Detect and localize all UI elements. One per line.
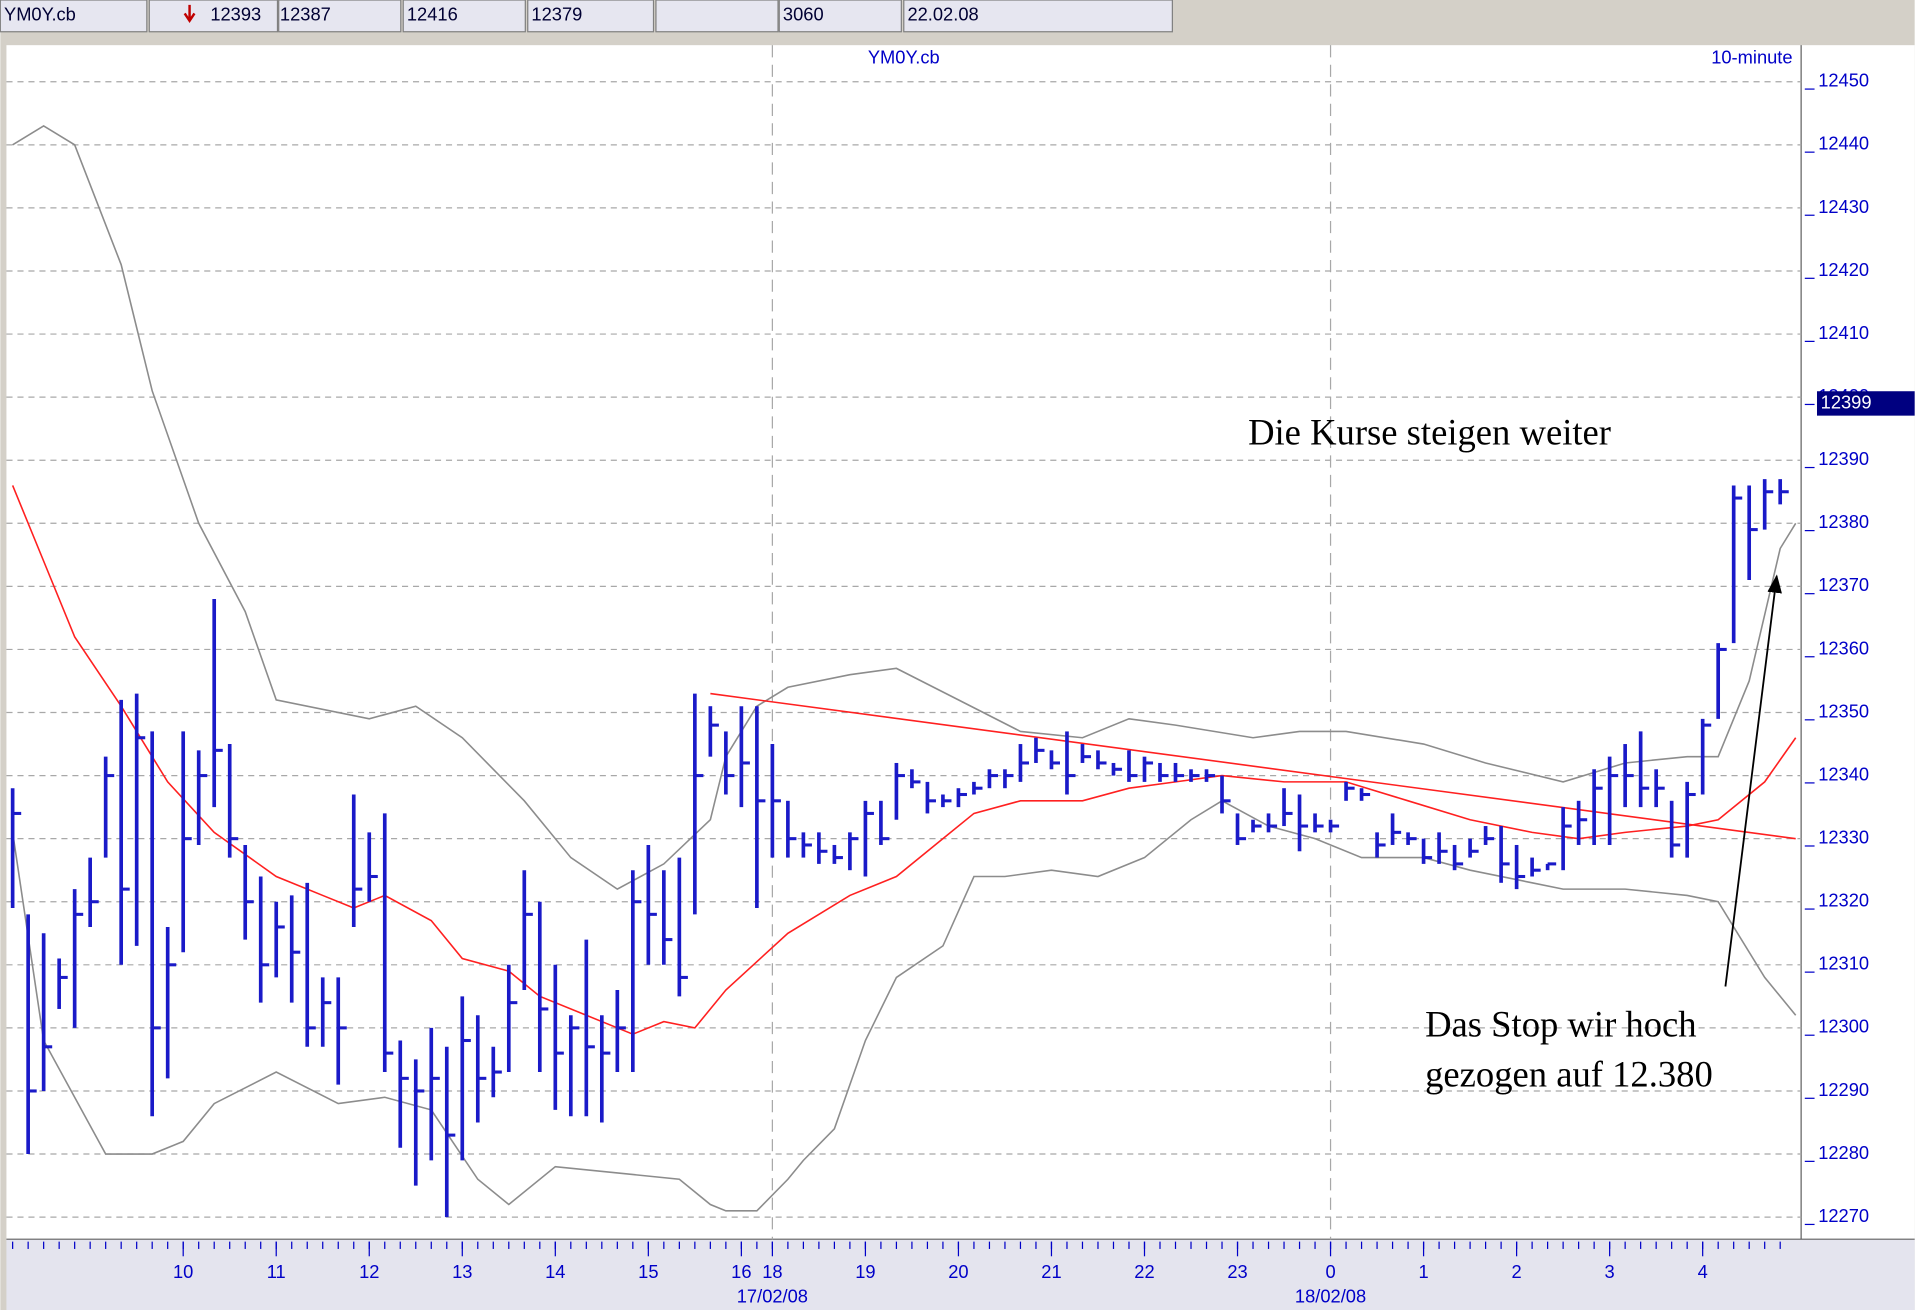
toolbar-cell — [903, 0, 1173, 33]
toolbar-cell — [527, 0, 655, 33]
x-tick-label: 2 — [1512, 1261, 1522, 1282]
overlay-line — [11, 799, 1797, 1212]
overlay-line — [710, 692, 1796, 840]
annotation: Das Stop wir hoch — [1425, 1003, 1697, 1044]
x-tick-label: 23 — [1227, 1261, 1247, 1282]
x-tick-label: 21 — [1041, 1261, 1061, 1282]
toolbar-symbol: YM0Y.cb — [4, 4, 76, 25]
x-tick-label: 20 — [948, 1261, 968, 1282]
y-tick-label: 12440 — [1818, 133, 1869, 154]
toolbar-field: 12379 — [531, 4, 582, 25]
chart-title: YM0Y.cb — [868, 46, 940, 67]
y-tick-label: 12320 — [1818, 890, 1869, 911]
y-tick-label: 12340 — [1818, 763, 1869, 784]
date-label: 18/02/08 — [1295, 1286, 1366, 1307]
x-tick-label: 18 — [762, 1261, 782, 1282]
y-tick-label: 12360 — [1818, 637, 1869, 658]
y-tick-label: 12420 — [1818, 259, 1869, 280]
annotation: Die Kurse steigen weiter — [1248, 411, 1611, 452]
x-tick-label: 22 — [1134, 1261, 1154, 1282]
y-tick-label: 12350 — [1818, 700, 1869, 721]
x-tick-label: 12 — [359, 1261, 379, 1282]
toolbar-field: 12416 — [407, 4, 458, 25]
y-tick-label: 12290 — [1818, 1079, 1869, 1100]
toolbar-field: 12393 — [210, 4, 261, 25]
x-tick-label: 10 — [173, 1261, 193, 1282]
y-tick-label: 12330 — [1818, 827, 1869, 848]
chart-subtitle: 10-minute — [1711, 46, 1792, 67]
down-arrow-icon — [183, 4, 196, 23]
overlay-line — [12, 124, 1797, 891]
toolbar-cell — [148, 0, 279, 33]
toolbar: YM0Y.cb 12393 12387 12416 12379 3060 22.… — [0, 0, 1173, 33]
overlay-line — [11, 485, 1797, 1036]
y-tick-label: 12310 — [1818, 953, 1869, 974]
toolbar-cell — [278, 0, 402, 33]
last-price-label: 12399 — [1821, 391, 1872, 412]
x-tick-label: 4 — [1698, 1261, 1708, 1282]
y-tick-label: 12450 — [1818, 70, 1869, 91]
toolbar-field: 12387 — [280, 4, 331, 25]
x-tick-label: 3 — [1605, 1261, 1615, 1282]
y-tick-label: 12270 — [1818, 1205, 1869, 1226]
x-tick-label: 11 — [267, 1261, 286, 1282]
toolbar-cell — [0, 0, 148, 33]
marks: 1227012280122901230012310123201233012340… — [6, 45, 1915, 1307]
date-label: 17/02/08 — [737, 1286, 808, 1307]
y-tick-label: 12390 — [1818, 448, 1869, 469]
y-tick-label: 12370 — [1818, 574, 1869, 595]
x-tick-label: 13 — [452, 1261, 472, 1282]
toolbar-field: 3060 — [783, 4, 824, 25]
toolbar-cell — [402, 0, 526, 33]
x-tick-label: 1 — [1418, 1261, 1428, 1282]
x-tick-label: 15 — [638, 1261, 658, 1282]
x-tick-label: 19 — [855, 1261, 875, 1282]
x-tick-label: 0 — [1325, 1261, 1335, 1282]
x-tick-label: 16 — [731, 1261, 751, 1282]
toolbar-cell — [655, 0, 779, 33]
annotation: gezogen auf 12.380 — [1425, 1053, 1713, 1094]
y-tick-label: 12410 — [1818, 322, 1869, 343]
y-tick-label: 12380 — [1818, 511, 1869, 532]
y-tick-label: 12280 — [1818, 1142, 1869, 1163]
y-tick-label: 12300 — [1818, 1016, 1869, 1037]
annotation-arrow — [1724, 574, 1782, 987]
y-tick-label: 12430 — [1818, 196, 1869, 217]
last-price-tag — [1816, 391, 1915, 416]
toolbar-cell — [778, 0, 902, 33]
x-axis-area — [6, 1239, 1915, 1310]
toolbar-field: 22.02.08 — [907, 4, 978, 25]
x-tick-label: 14 — [545, 1261, 565, 1282]
